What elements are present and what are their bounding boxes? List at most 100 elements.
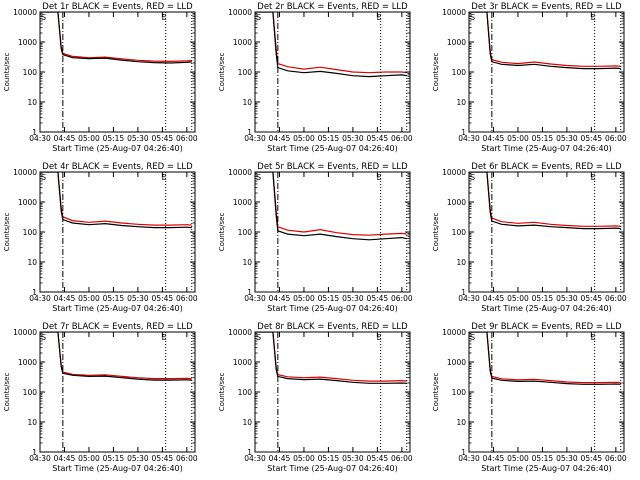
y-axis-label: Counts/sec	[218, 213, 226, 252]
y-tick-label: 1	[32, 448, 37, 457]
y-tick-label: 10	[242, 258, 252, 267]
marker-label-right: E	[162, 13, 167, 22]
x-tick-label: 05:45	[367, 134, 389, 143]
x-tick-label: 06:00	[391, 134, 413, 143]
x-tick-label: 05:00	[507, 134, 529, 143]
y-axis-label: Counts/sec	[3, 373, 11, 412]
chart-title: Det 2r BLACK = Events, RED = LLD	[257, 2, 408, 12]
marker-label-left: S	[470, 13, 475, 22]
x-tick-label: 04:45	[269, 294, 291, 303]
x-tick-label: 05:00	[293, 294, 315, 303]
y-tick-label: 100	[452, 228, 467, 237]
x-axis-label: Start Time (25-Aug-07 04:26:40)	[267, 464, 398, 473]
x-tick-label: 04:30	[244, 134, 266, 143]
marker-label-left: S	[470, 333, 475, 342]
chart-title: Det 3r BLACK = Events, RED = LLD	[471, 2, 622, 12]
chart-panel: Det 9r BLACK = Events, RED = LLD Counts/s…	[432, 322, 627, 473]
x-tick-label: 04:45	[483, 294, 505, 303]
y-tick-label: 1	[461, 288, 466, 297]
marker-label-left: S	[41, 173, 46, 182]
y-tick-label: 1000	[447, 358, 466, 367]
chart-panel: Det 8r BLACK = Events, RED = LLD Counts/s…	[218, 322, 413, 473]
x-tick-label: 05:00	[78, 454, 100, 463]
marker-label-right: E	[591, 173, 596, 182]
y-axis-label: Counts/sec	[3, 213, 11, 252]
chart-panel: Det 3r BLACK = Events, RED = LLD Counts/s…	[432, 2, 627, 153]
y-tick-label: 10	[456, 98, 466, 107]
x-tick-label: 04:30	[458, 134, 480, 143]
marker-label-right: E	[377, 13, 382, 22]
chart-panel: Det 7r BLACK = Events, RED = LLD Counts/s…	[3, 322, 198, 473]
x-tick-label: 05:30	[342, 134, 364, 143]
x-tick-label: 04:45	[269, 134, 291, 143]
x-tick-label: 05:00	[78, 294, 100, 303]
x-tick-label: 04:45	[54, 294, 76, 303]
y-tick-label: 10000	[13, 328, 37, 337]
x-tick-label: 06:00	[605, 454, 627, 463]
y-axis-label: Counts/sec	[218, 53, 226, 92]
x-tick-label: 04:30	[244, 294, 266, 303]
x-axis-label: Start Time (25-Aug-07 04:26:40)	[52, 304, 183, 313]
x-tick-label: 04:30	[29, 454, 51, 463]
x-axis-label: Start Time (25-Aug-07 04:26:40)	[52, 144, 183, 153]
x-tick-label: 05:00	[507, 294, 529, 303]
y-tick-label: 100	[452, 68, 467, 77]
x-tick-label: 04:30	[244, 454, 266, 463]
marker-label-left: S	[41, 13, 46, 22]
x-tick-label: 05:15	[532, 454, 554, 463]
y-axis-label: Counts/sec	[3, 53, 11, 92]
x-axis-label: Start Time (25-Aug-07 04:26:40)	[481, 304, 612, 313]
x-tick-label: 06:00	[176, 134, 198, 143]
x-tick-label: 05:30	[342, 294, 364, 303]
y-tick-label: 10000	[442, 328, 466, 337]
x-tick-label: 05:15	[532, 294, 554, 303]
x-tick-label: 05:30	[556, 294, 578, 303]
x-tick-label: 04:30	[458, 294, 480, 303]
marker-label-right: E	[591, 13, 596, 22]
y-tick-label: 10000	[228, 328, 252, 337]
y-tick-label: 1000	[18, 198, 37, 207]
y-axis-label: Counts/sec	[218, 373, 226, 412]
y-tick-label: 1	[247, 448, 252, 457]
x-tick-label: 04:45	[483, 454, 505, 463]
x-axis-label: Start Time (25-Aug-07 04:26:40)	[481, 144, 612, 153]
y-axis-label: Counts/sec	[432, 373, 440, 412]
y-tick-label: 100	[238, 228, 253, 237]
x-tick-label: 05:45	[152, 134, 174, 143]
series-events-line	[40, 332, 192, 381]
x-tick-label: 06:00	[605, 294, 627, 303]
chart-title: Det 6r BLACK = Events, RED = LLD	[471, 162, 622, 172]
y-tick-label: 100	[452, 388, 467, 397]
y-tick-label: 1	[461, 128, 466, 137]
y-tick-label: 1000	[233, 358, 252, 367]
x-axis-label: Start Time (25-Aug-07 04:26:40)	[267, 144, 398, 153]
x-tick-label: 04:45	[483, 134, 505, 143]
marker-label-left: S	[256, 13, 261, 22]
x-tick-label: 04:30	[458, 454, 480, 463]
y-axis-label: Counts/sec	[432, 213, 440, 252]
y-tick-label: 10000	[228, 8, 252, 17]
x-tick-label: 06:00	[391, 454, 413, 463]
x-tick-label: 05:30	[556, 134, 578, 143]
x-tick-label: 05:15	[318, 454, 340, 463]
chart-panel: Det 5r BLACK = Events, RED = LLD Counts/s…	[218, 162, 413, 313]
y-tick-label: 10	[27, 98, 37, 107]
marker-label-right: E	[377, 173, 382, 182]
y-tick-label: 1	[247, 288, 252, 297]
y-tick-label: 10000	[442, 168, 466, 177]
y-tick-label: 10000	[442, 8, 466, 17]
x-tick-label: 04:45	[54, 134, 76, 143]
y-tick-label: 10	[27, 418, 37, 427]
x-tick-label: 05:45	[581, 134, 603, 143]
series-events-line	[255, 12, 407, 78]
x-tick-label: 05:15	[103, 134, 125, 143]
series-events-line	[469, 12, 621, 70]
x-axis-label: Start Time (25-Aug-07 04:26:40)	[481, 464, 612, 473]
y-tick-label: 1	[32, 288, 37, 297]
x-axis-label: Start Time (25-Aug-07 04:26:40)	[52, 464, 183, 473]
y-tick-label: 100	[238, 388, 253, 397]
x-tick-label: 06:00	[176, 454, 198, 463]
y-tick-label: 100	[23, 388, 38, 397]
x-tick-label: 05:30	[127, 294, 149, 303]
